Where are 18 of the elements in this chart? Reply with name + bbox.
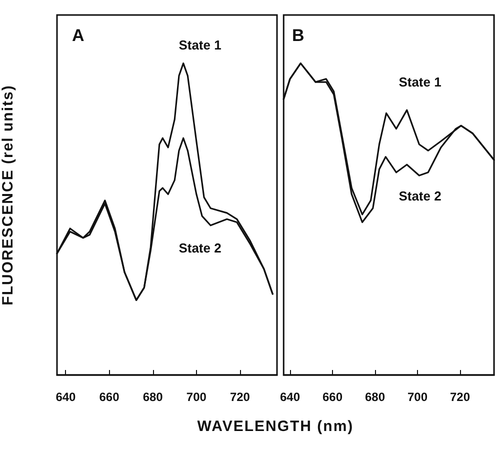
chart-title: B — [292, 26, 304, 45]
text: State 1 — [178, 38, 222, 52]
x-tick-label: 700 — [186, 390, 207, 404]
x-tick-label: 700 — [407, 390, 428, 404]
annotation: State 2 — [398, 188, 442, 204]
chart-title: A — [72, 26, 84, 45]
x-tick-label: 720 — [450, 390, 470, 404]
x-tick-label: 680 — [364, 390, 386, 404]
x-tick-label: 640 — [56, 390, 76, 404]
x-tick-label: 640 — [280, 390, 300, 404]
x-tick-label: 660 — [99, 390, 120, 404]
annotation: State 1 — [398, 74, 442, 90]
annotation: State 2 — [178, 240, 222, 256]
x-axis-title: WAVELENGTH (nm) — [196, 418, 355, 435]
x-tick-label: 680 — [142, 390, 164, 404]
y-axis-title: FLUORESCENCE (rel units) — [0, 84, 16, 306]
x-tick-label: 660 — [322, 390, 343, 404]
x-tick-label: 720 — [230, 390, 250, 404]
